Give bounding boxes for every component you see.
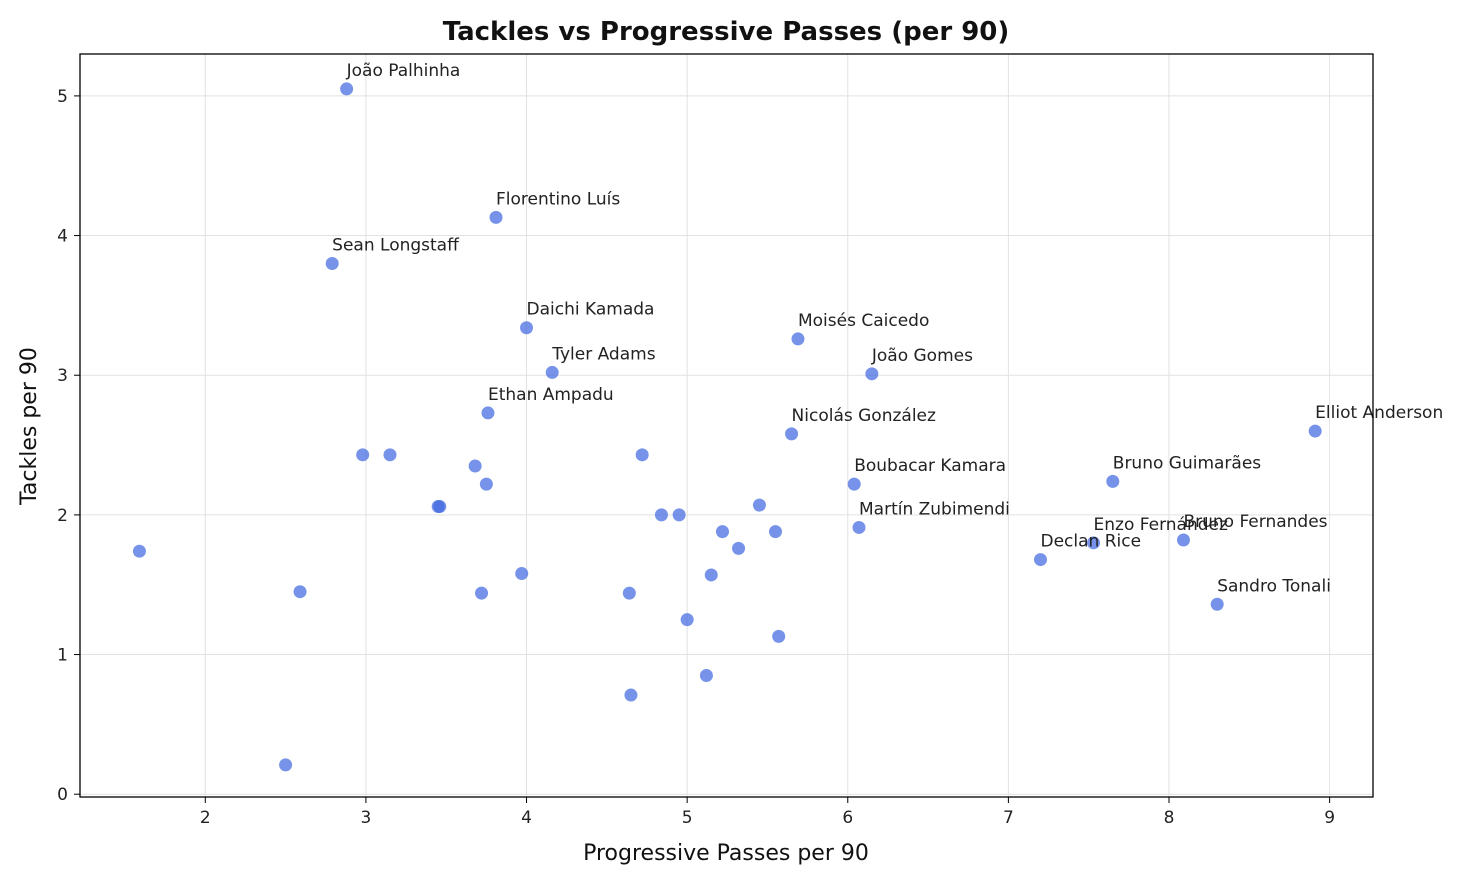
data-point-labeled [1087,536,1101,550]
data-point [356,448,370,462]
data-point-labeled [1308,424,1322,438]
x-tick-label: 3 [360,808,371,828]
y-tick-label: 0 [57,785,68,805]
data-point [752,498,766,512]
data-point [768,525,782,539]
point-label: Elliot Anderson [1315,403,1443,423]
data-point-labeled [489,210,503,224]
data-point [433,500,447,514]
data-point [515,567,529,581]
data-point-labeled [481,406,495,420]
data-point [704,568,718,582]
point-label: Martín Zubimendi [859,499,1010,519]
y-tick-label: 2 [57,506,68,526]
data-point [468,459,482,473]
data-point-labeled [520,321,534,335]
data-point [132,544,146,558]
y-tick-label: 5 [57,87,68,107]
x-tick-label: 8 [1164,808,1175,828]
point-label: Florentino Luís [496,189,620,209]
data-point [622,586,636,600]
x-tick-label: 9 [1324,808,1335,828]
data-point [293,585,307,599]
y-tick-label: 1 [57,646,68,666]
data-point-labeled [340,82,354,96]
data-point [635,448,649,462]
data-point-labeled [791,332,805,346]
y-tick-label: 4 [57,227,68,247]
x-tick-label: 2 [200,808,211,828]
grid [80,54,1373,797]
data-point [624,688,638,702]
x-axis-ticks: 2 3 4 5 6 7 8 9 [200,797,1335,828]
point-label: Tyler Adams [551,344,655,364]
y-tick-label: 3 [57,366,68,386]
y-axis-label: Tackles per 90 [17,347,42,506]
data-point [383,448,397,462]
data-point [475,586,489,600]
data-point [654,508,668,522]
data-point [680,613,694,627]
chart-title: Tackles vs Progressive Passes (per 90) [443,17,1010,47]
point-label: Daichi Kamada [527,300,655,320]
point-label: Bruno Fernandes [1183,512,1327,532]
point-label: João Gomes [871,346,973,366]
point-label: Bruno Guimarães [1113,453,1262,473]
data-point-labeled [1106,474,1120,488]
data-point-labeled [785,427,799,441]
point-label: Sean Longstaff [332,235,460,255]
point-label: Nicolás González [792,406,936,426]
data-point-labeled [325,256,339,270]
y-axis-ticks: 0 1 2 3 4 5 [57,87,80,805]
point-labels: João Palhinha Florentino Luís Sean Longsta… [332,61,1443,596]
point-label: Declan Rice [1041,532,1142,552]
data-point-labeled [847,477,861,491]
point-label: Ethan Ampadu [488,385,614,405]
x-tick-label: 6 [842,808,853,828]
data-point-labeled [1210,597,1224,611]
x-axis-label: Progressive Passes per 90 [583,841,869,866]
point-label: Boubacar Kamara [854,456,1006,476]
data-point [732,541,746,555]
x-tick-label: 5 [682,808,693,828]
data-point [715,525,729,539]
data-point [279,758,293,772]
data-point-labeled [865,367,879,381]
data-points [132,82,1322,772]
x-tick-label: 7 [1003,808,1014,828]
data-point [479,477,493,491]
data-point [772,629,786,643]
point-label: Sandro Tonali [1217,576,1331,596]
data-point-labeled [1034,553,1048,567]
point-label: João Palhinha [346,61,461,81]
plot-frame [79,53,1374,798]
data-point [699,668,713,682]
point-label: Enzo Fernández [1094,515,1228,535]
point-label: Moisés Caicedo [798,311,929,331]
data-point [672,508,686,522]
data-point-labeled [1176,533,1190,547]
data-point-labeled [545,365,559,379]
data-point-labeled [852,520,866,534]
x-tick-label: 4 [521,808,532,828]
